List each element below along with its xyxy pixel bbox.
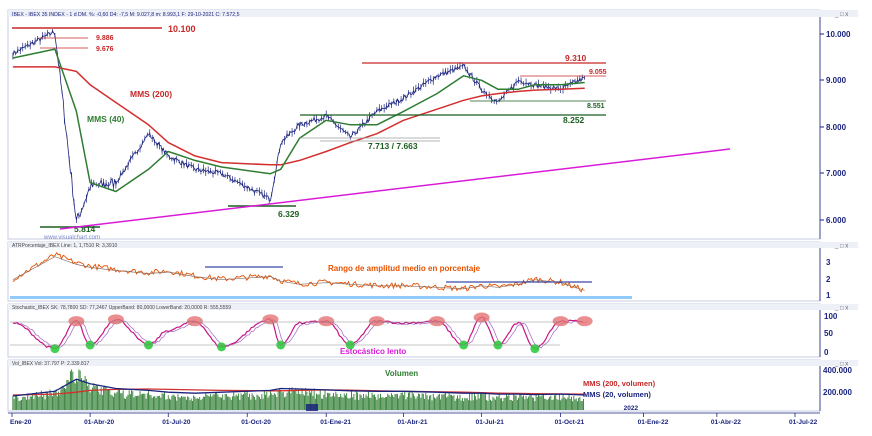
stoch-overbought-marker (68, 316, 85, 327)
x-tick-label: 01-Jul-21 (476, 419, 505, 426)
label-9310: 9.310 (565, 53, 587, 63)
vol-mms20-line (12, 378, 585, 397)
stoch-overbought-marker (107, 314, 124, 325)
atr-tick-1: 1 (826, 291, 831, 300)
stoch-label: Estocástico lento (340, 347, 406, 356)
price-window-controls[interactable]: _ □ x (834, 12, 848, 18)
stoch-d-line (17, 318, 587, 349)
volume-window-controls[interactable]: _ □ x (834, 362, 848, 368)
atr-window-controls[interactable]: _ □ x (834, 244, 848, 250)
label-9676: 9.676 (96, 46, 114, 53)
atr-line (12, 252, 584, 293)
stoch-overbought-marker (186, 316, 203, 327)
x-tick-label: 01-Jul-22 (789, 419, 818, 426)
watermark: www.visualchart.com (43, 235, 100, 241)
label-mms200: MMS (200) (130, 89, 172, 99)
atr-tick-2: 2 (826, 275, 831, 284)
price-tick-8000: 8.000 (826, 123, 847, 132)
stoch-tick-0: 0 (824, 348, 829, 357)
stoch-oversold-marker (216, 342, 226, 352)
atr-tick-3: 3 (826, 258, 831, 267)
label-10100: 10.100 (168, 24, 196, 34)
price-tick-7000: 7.000 (826, 169, 847, 178)
stoch-overbought-marker (428, 316, 445, 327)
price-tick-10000: 10.000 (826, 30, 851, 39)
vol-tick-400000: 400.000 (823, 366, 852, 375)
price-tick-9000: 9.000 (826, 76, 847, 85)
price-axis: 10.000 9.000 8.000 7.000 6.000 (819, 17, 851, 239)
vol-tick-200000: 200.000 (823, 388, 852, 397)
label-6329: 6.329 (278, 209, 300, 219)
label-mms40: MMS (40) (87, 114, 124, 124)
x-axis-marker-ene21 (306, 404, 318, 411)
stoch-header: Stochastic_IBEX SK: 78,7800 SD: 77,2467 … (12, 305, 231, 311)
stoch-overbought-marker (318, 316, 335, 327)
atr-axis: 3 2 1 (819, 248, 831, 301)
label-5814: 5.814 (74, 224, 96, 234)
volume-panel[interactable] (7, 359, 821, 412)
x-tick-label: 01-Oct-21 (555, 419, 585, 426)
price-panel[interactable] (7, 9, 821, 240)
vol-mms200-label: MMS (200, volumen) (583, 379, 656, 388)
mms200-line (12, 66, 585, 166)
stoch-overbought-marker (368, 316, 385, 327)
stoch-axis: 100 50 0 (819, 310, 838, 357)
stoch-overbought-marker (576, 316, 593, 327)
vol-mms200-line (12, 388, 585, 396)
x-tick-label: 01-Abr-22 (711, 419, 741, 426)
vol-axis: 400.000 200.000 (819, 366, 852, 411)
label-7713: 7.713 / 7.663 (368, 141, 418, 151)
atr-label: Rango de amplitud medio en porcentaje (328, 264, 481, 273)
vol-label: Volumen (385, 369, 418, 378)
atr-signal-line (12, 256, 585, 291)
stoch-k-line (12, 316, 583, 351)
x-tick-label: 01-Abr-20 (84, 419, 114, 426)
stoch-oversold-marker (530, 344, 540, 354)
price-tick-6000: 6.000 (826, 216, 847, 225)
volume-header: Vol_IBEX Vol: 37.797 P: 2.339.817 (12, 361, 90, 367)
x-axis: Ene-20 01-Abr-20 01-Jul-20 01-Oct-20 01-Ene-… (8, 404, 820, 426)
trendline[interactable] (59, 148, 731, 230)
stoch-window-controls[interactable]: _ □ x (834, 306, 848, 312)
vol-mms20-label: MMS (20, volumen) (583, 390, 651, 399)
atr-panel[interactable] (7, 241, 821, 302)
stoch-oversold-marker (50, 344, 60, 354)
x-tick-label: 01-Ene-21 (320, 419, 351, 426)
stoch-overbought-marker (552, 316, 569, 327)
x-tick-label: 2022 (624, 405, 639, 412)
label-8551: 8.551 (587, 103, 605, 110)
label-9886: 9.886 (96, 35, 114, 42)
x-tick-label: 01-Oct-20 (241, 419, 271, 426)
x-tick-label: 01-Abr-21 (398, 419, 428, 426)
price-header: IBEX - IBEX 35 INDEX - 1 d DM. %: -0,60 … (12, 12, 240, 18)
stoch-tick-50: 50 (824, 329, 833, 338)
x-tick-label: Ene-20 (10, 419, 32, 426)
atr-header: ATRPorcentaje_IBEX Line: 1, 1,7510 R: 3,… (12, 243, 117, 249)
stoch-overbought-marker (262, 314, 279, 325)
x-tick-label: 01-Jul-20 (162, 419, 191, 426)
stoch-tick-100: 100 (824, 312, 838, 321)
x-tick-label: 01-Ene-22 (638, 419, 669, 426)
atr-bottom-band (10, 296, 632, 299)
label-8252: 8.252 (563, 115, 585, 125)
label-9055: 9.055 (589, 69, 607, 76)
mms40-line (12, 48, 585, 193)
stoch-overbought-marker (473, 312, 490, 323)
